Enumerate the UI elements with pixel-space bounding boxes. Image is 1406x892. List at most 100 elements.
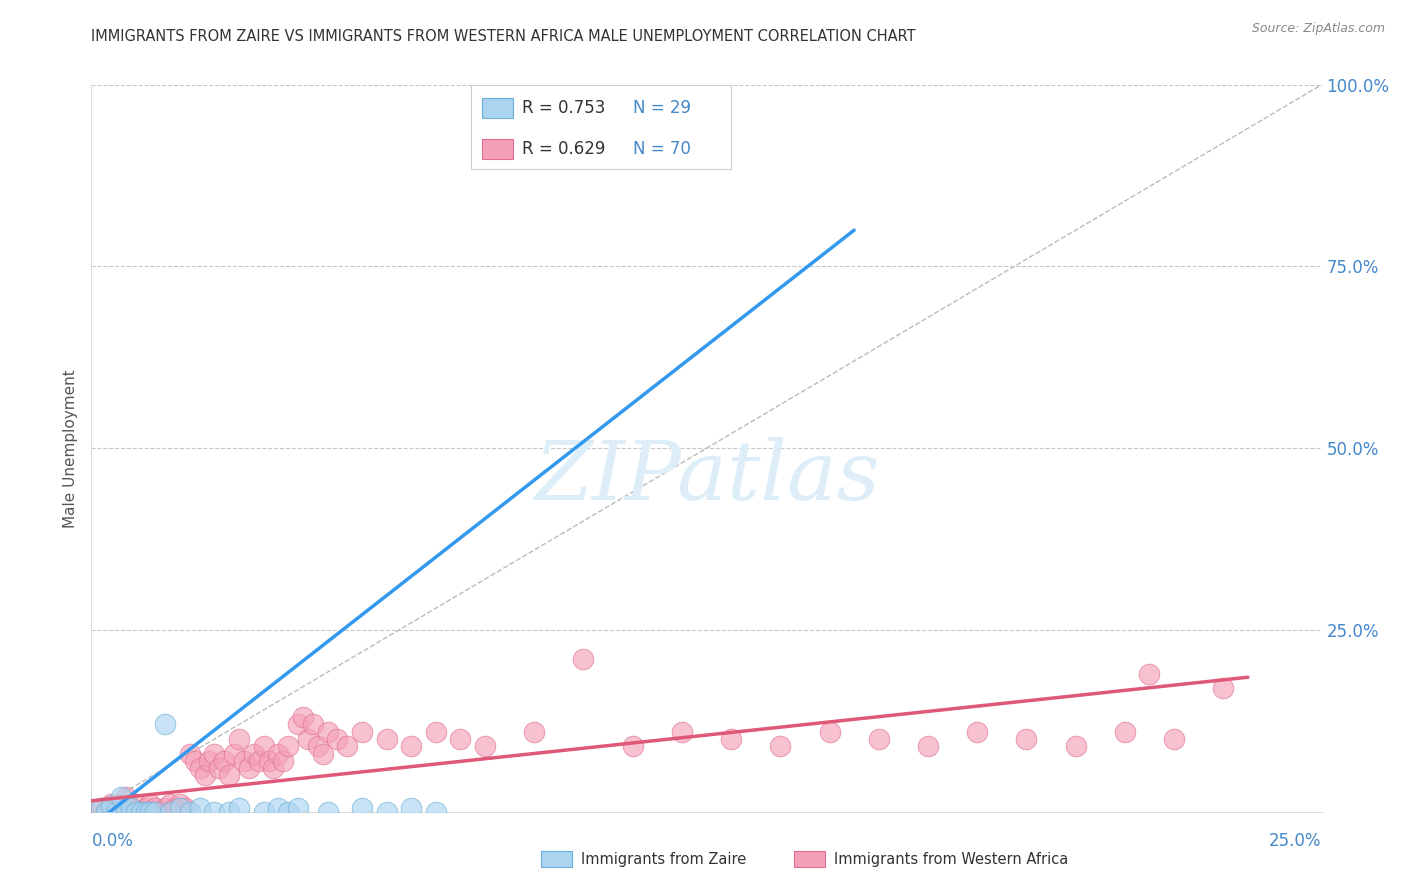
Point (96, 805, 117, 819)
Point (336, 739, 359, 754)
Point (105, 805, 127, 819)
Point (153, 717, 177, 731)
Point (149, 805, 172, 819)
Text: ZIPatlas: ZIPatlas (534, 437, 879, 517)
Point (253, 805, 276, 819)
Point (253, 739, 276, 754)
Text: 25.0%: 25.0% (1270, 831, 1322, 849)
Point (202, 747, 225, 761)
Point (271, 754, 295, 768)
Text: Immigrants from Western Africa: Immigrants from Western Africa (834, 853, 1069, 867)
Point (868, 731, 890, 746)
Point (1015, 731, 1038, 746)
Point (1114, 724, 1136, 739)
Point (257, 754, 280, 768)
Point (449, 731, 471, 746)
Point (202, 805, 225, 819)
Point (399, 739, 422, 754)
Point (316, 724, 339, 739)
Point (232, 754, 256, 768)
Point (287, 801, 309, 815)
Point (120, 801, 142, 815)
Point (188, 801, 211, 815)
Point (671, 724, 693, 739)
Point (110, 805, 132, 819)
Point (193, 768, 217, 782)
Point (105, 801, 127, 815)
Point (572, 652, 595, 666)
Point (183, 754, 207, 768)
Point (316, 805, 339, 819)
Point (179, 805, 201, 819)
Point (169, 801, 191, 815)
Point (307, 739, 329, 754)
Point (917, 739, 939, 754)
Point (163, 801, 186, 815)
Point (90, 801, 112, 815)
Point (218, 768, 240, 782)
Point (287, 717, 309, 731)
Point (90, 801, 112, 815)
Text: R = 0.753: R = 0.753 (522, 99, 605, 117)
Point (352, 724, 374, 739)
Text: 0.0%: 0.0% (91, 831, 134, 849)
Point (818, 724, 841, 739)
Text: IMMIGRANTS FROM ZAIRE VS IMMIGRANTS FROM WESTERN AFRICA MALE UNEMPLOYMENT CORREL: IMMIGRANTS FROM ZAIRE VS IMMIGRANTS FROM… (91, 29, 917, 44)
Point (208, 761, 231, 775)
Point (267, 801, 290, 815)
Point (135, 801, 156, 815)
Point (301, 717, 323, 731)
Point (110, 790, 132, 805)
Point (720, 731, 742, 746)
Point (621, 739, 644, 754)
Point (159, 805, 181, 819)
Point (1163, 731, 1185, 746)
Point (326, 731, 349, 746)
Point (375, 731, 398, 746)
Point (198, 754, 221, 768)
Point (1212, 681, 1234, 695)
Point (425, 805, 447, 819)
Point (277, 805, 299, 819)
Text: N = 70: N = 70 (633, 140, 690, 158)
Point (399, 801, 422, 815)
Point (179, 747, 201, 761)
Point (153, 801, 177, 815)
Point (277, 739, 299, 754)
Point (352, 801, 374, 815)
Point (228, 801, 250, 815)
Point (135, 805, 156, 819)
Point (222, 747, 246, 761)
Point (425, 724, 447, 739)
Text: Source: ZipAtlas.com: Source: ZipAtlas.com (1251, 22, 1385, 36)
Point (100, 798, 122, 813)
Point (129, 805, 152, 819)
Point (124, 805, 146, 819)
Point (188, 761, 211, 775)
Point (966, 724, 988, 739)
Point (242, 747, 264, 761)
Point (139, 805, 162, 819)
Point (120, 801, 142, 815)
Point (262, 761, 284, 775)
Point (145, 805, 166, 819)
Point (1064, 739, 1087, 754)
Point (1139, 666, 1161, 681)
Point (174, 801, 197, 815)
Point (96, 805, 117, 819)
Point (218, 805, 240, 819)
Text: Immigrants from Zaire: Immigrants from Zaire (581, 853, 747, 867)
Point (139, 797, 162, 812)
Point (169, 797, 191, 812)
Text: N = 29: N = 29 (633, 99, 690, 117)
Point (100, 797, 122, 812)
Point (474, 739, 496, 754)
Point (375, 805, 398, 819)
Point (769, 739, 792, 754)
Point (311, 747, 335, 761)
Point (124, 797, 146, 812)
Text: R = 0.629: R = 0.629 (522, 140, 605, 158)
Point (238, 761, 260, 775)
Point (145, 801, 166, 815)
Point (247, 754, 270, 768)
